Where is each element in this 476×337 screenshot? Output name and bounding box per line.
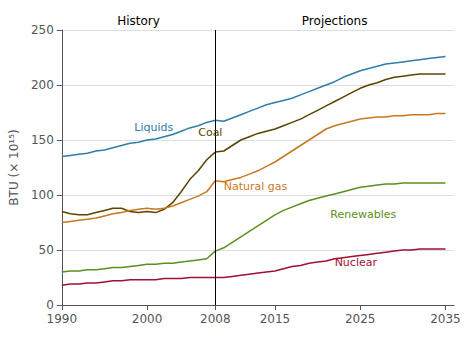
svg-text:200: 200 — [31, 78, 54, 92]
svg-text:History: History — [117, 14, 160, 28]
svg-text:Projections: Projections — [302, 14, 368, 28]
svg-text:150: 150 — [31, 133, 54, 147]
svg-text:0: 0 — [46, 298, 54, 312]
svg-text:1990: 1990 — [47, 312, 78, 326]
svg-text:Liquids: Liquids — [134, 121, 173, 134]
svg-text:BTU (× 10¹⁵): BTU (× 10¹⁵) — [7, 129, 21, 205]
svg-text:2008: 2008 — [200, 312, 231, 326]
svg-text:50: 50 — [39, 243, 54, 257]
svg-text:Nuclear: Nuclear — [335, 256, 378, 269]
svg-text:2015: 2015 — [260, 312, 291, 326]
svg-text:Renewables: Renewables — [330, 208, 396, 221]
svg-text:Coal: Coal — [198, 126, 222, 139]
svg-text:Natural gas: Natural gas — [224, 180, 288, 193]
svg-text:2025: 2025 — [345, 312, 376, 326]
svg-text:2000: 2000 — [132, 312, 163, 326]
svg-text:2035: 2035 — [430, 312, 461, 326]
svg-text:250: 250 — [31, 23, 54, 37]
svg-text:100: 100 — [31, 188, 54, 202]
